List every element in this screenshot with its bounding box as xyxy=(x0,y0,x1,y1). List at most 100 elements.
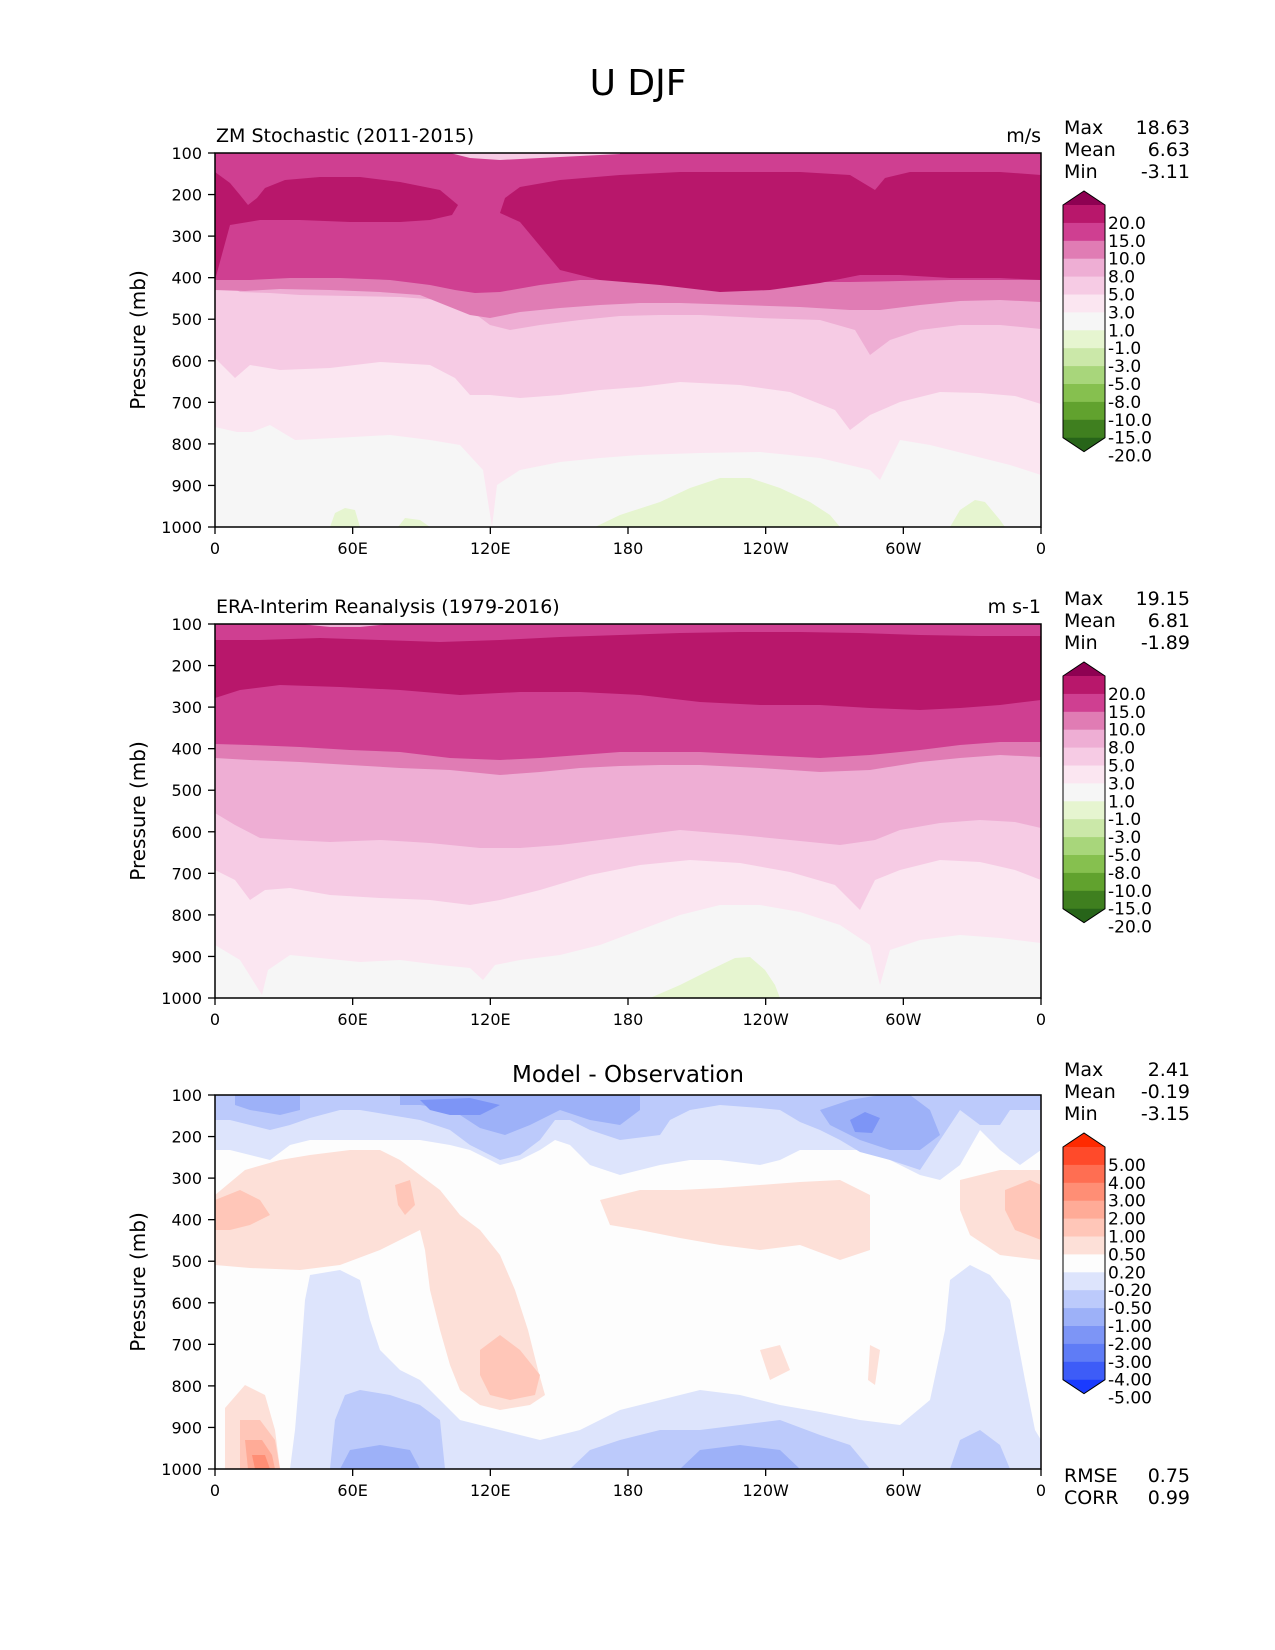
y-tick-label: 600 xyxy=(171,1294,202,1313)
band-neg1-to-neg2 xyxy=(235,1095,940,1150)
colorbar-tick-label: 20.0 xyxy=(1108,685,1146,705)
band-neg1-to-neg3 xyxy=(650,957,780,998)
colorbar-tick-label: 10.0 xyxy=(1108,721,1146,741)
colorbar-extend-min xyxy=(1063,1379,1105,1394)
colorbar-tick-label: 0.50 xyxy=(1108,1245,1146,1265)
x-tick-label: 0 xyxy=(210,1481,220,1500)
x-tick-label: 180 xyxy=(613,539,644,558)
colorbar-tick-label: 3.0 xyxy=(1108,774,1135,794)
x-tick-label: 120W xyxy=(742,539,789,558)
y-tick-label: 900 xyxy=(171,476,202,495)
colorbar-tick-label: 1.0 xyxy=(1108,792,1135,812)
y-axis-label: Pressure (mb) xyxy=(126,1212,150,1352)
colorbar-segment xyxy=(1063,1182,1105,1202)
colorbar-extend-min xyxy=(1063,437,1105,452)
x-tick-label: 60E xyxy=(337,1010,367,1029)
colorbar-outline xyxy=(1062,1132,1106,1395)
x-tick-label: 180 xyxy=(613,1481,644,1500)
y-tick-label: 700 xyxy=(171,1335,202,1354)
stat-value: 0.99 xyxy=(1148,1487,1190,1509)
y-axis: 100 200 300 400 500 600 700 800 900 1000 xyxy=(161,1086,215,1479)
colorbar: 20.015.010.08.05.03.01.0-1.0-3.0-5.0-8.0… xyxy=(1062,661,1152,938)
colorbar-segment xyxy=(1063,258,1105,278)
x-tick-label: 0 xyxy=(1036,539,1046,558)
x-axis: 0 60E 120E 180 120W 60W 0 xyxy=(210,1469,1046,1500)
panel-title-left: ZM Stochastic (2011-2015) xyxy=(216,125,474,147)
contour-field xyxy=(215,1095,1041,1469)
stats-block: Max 18.63 Mean 6.63 Min -3.11 xyxy=(1064,117,1190,183)
colorbar-segment xyxy=(1063,1236,1105,1255)
colorbar-tick-label: -1.00 xyxy=(1108,1317,1152,1337)
band-neg2-to-neg3 xyxy=(420,1098,880,1133)
y-tick-label: 200 xyxy=(171,657,202,676)
colorbar-tick-label: 5.00 xyxy=(1108,1156,1146,1176)
stat-label: Min xyxy=(1064,161,1098,183)
colorbar-segment xyxy=(1063,1147,1105,1166)
colorbar-tick-label: 8.0 xyxy=(1108,739,1135,759)
colorbar-tick-label: -3.0 xyxy=(1108,357,1141,377)
colorbar-tick-label: 0.20 xyxy=(1108,1263,1146,1283)
band-0.2-to-0.5 xyxy=(215,1150,1041,1469)
y-tick-label: 800 xyxy=(171,1377,202,1396)
stat-value: 2.41 xyxy=(1148,1059,1190,1081)
colorbar-segment xyxy=(1063,312,1105,331)
x-tick-label: 0 xyxy=(210,539,220,558)
colorbar-segment xyxy=(1063,729,1105,749)
panel-observation: ERA-Interim Reanalysis (1979-2016) m s-1… xyxy=(126,588,1190,1029)
y-tick-label: 100 xyxy=(171,144,202,163)
panel-units: m s-1 xyxy=(988,596,1041,618)
x-tick-label: 120W xyxy=(742,1010,789,1029)
colorbar-tick-label: 5.0 xyxy=(1108,286,1135,306)
colorbar-segment xyxy=(1063,1290,1105,1309)
y-tick-label: 300 xyxy=(171,1169,202,1188)
colorbar-tick-label: -0.50 xyxy=(1108,1299,1152,1319)
band-15-to-20 xyxy=(215,172,1041,292)
colorbar-outline xyxy=(1062,661,1106,924)
colorbar-extend-min xyxy=(1063,908,1105,923)
y-tick-label: 800 xyxy=(171,435,202,454)
panel-difference: Model - Observation 100 200 300 400 500 600 70… xyxy=(126,1059,1190,1509)
colorbar-tick-label: -10.0 xyxy=(1108,411,1152,431)
y-tick-label: 900 xyxy=(171,947,202,966)
y-tick-label: 500 xyxy=(171,781,202,800)
colorbar-outline xyxy=(1062,190,1106,453)
colorbar-tick-label: 15.0 xyxy=(1108,703,1146,723)
y-tick-label: 100 xyxy=(171,615,202,634)
band-15-to-20 xyxy=(215,632,1041,710)
colorbar-segment xyxy=(1063,747,1105,766)
y-tick-label: 300 xyxy=(171,227,202,246)
colorbar-tick-label: 3.00 xyxy=(1108,1192,1146,1212)
panel-title-left: ERA-Interim Reanalysis (1979-2016) xyxy=(216,596,560,618)
stat-value: 19.15 xyxy=(1136,588,1190,610)
y-tick-label: 200 xyxy=(171,1128,202,1147)
colorbar-segment xyxy=(1063,419,1105,439)
colorbar: 5.004.003.002.001.000.500.20-0.20-0.50-1… xyxy=(1062,1132,1152,1409)
colorbar-segment xyxy=(1063,330,1105,349)
colorbar-segment xyxy=(1063,294,1105,313)
colorbar-segment xyxy=(1063,711,1105,731)
colorbar-segment xyxy=(1063,384,1105,403)
colorbar-tick-label: -5.0 xyxy=(1108,846,1141,866)
colorbar-segment xyxy=(1063,222,1105,242)
x-tick-label: 60E xyxy=(337,539,367,558)
y-tick-label: 500 xyxy=(171,1252,202,1271)
stat-value: -0.19 xyxy=(1141,1081,1190,1103)
band-neg1-to-neg3 xyxy=(330,478,1005,527)
stat-value: 0.75 xyxy=(1148,1465,1190,1487)
y-tick-label: 300 xyxy=(171,698,202,717)
colorbar-tick-label: -5.00 xyxy=(1108,1389,1152,1409)
colorbar-extend-max xyxy=(1063,662,1105,676)
band-2-to-3 xyxy=(252,1455,270,1469)
y-tick-label: 100 xyxy=(171,1086,202,1105)
colorbar-segment xyxy=(1063,276,1105,295)
figure-title: U DJF xyxy=(590,63,687,104)
stat-label: Max xyxy=(1064,117,1103,139)
colorbar-segment xyxy=(1063,348,1105,367)
stat-label: Mean xyxy=(1064,610,1116,632)
colorbar-tick-label: -8.0 xyxy=(1108,864,1141,884)
colorbar-segment xyxy=(1063,801,1105,820)
y-tick-label: 700 xyxy=(171,393,202,412)
colorbar-segment xyxy=(1063,1164,1105,1184)
stat-value: -3.15 xyxy=(1141,1103,1190,1125)
